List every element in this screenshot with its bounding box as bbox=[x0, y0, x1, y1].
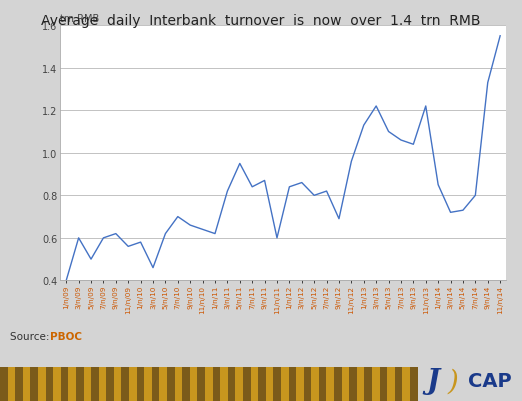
Bar bbox=[8, 367, 15, 401]
Bar bbox=[212, 367, 220, 401]
Bar bbox=[122, 367, 129, 401]
Bar bbox=[91, 367, 99, 401]
Bar bbox=[304, 367, 311, 401]
Bar bbox=[99, 367, 106, 401]
Bar bbox=[228, 367, 235, 401]
Bar bbox=[281, 367, 289, 401]
Bar bbox=[258, 367, 266, 401]
Bar bbox=[243, 367, 251, 401]
Bar bbox=[197, 367, 205, 401]
Bar bbox=[182, 367, 190, 401]
Text: Source:: Source: bbox=[10, 331, 53, 341]
Text: Average  daily  Interbank  turnover  is  now  over  1.4  trn  RMB: Average daily Interbank turnover is now … bbox=[41, 14, 481, 28]
Bar bbox=[387, 367, 395, 401]
Bar bbox=[326, 367, 334, 401]
Bar bbox=[251, 367, 258, 401]
Bar bbox=[30, 367, 38, 401]
Bar bbox=[357, 367, 364, 401]
Bar bbox=[334, 367, 342, 401]
Bar bbox=[129, 367, 137, 401]
Bar bbox=[175, 367, 182, 401]
Bar bbox=[152, 367, 159, 401]
Bar bbox=[144, 367, 152, 401]
Bar bbox=[61, 367, 68, 401]
Bar bbox=[190, 367, 197, 401]
Bar bbox=[235, 367, 243, 401]
Text: trn RMB: trn RMB bbox=[60, 14, 99, 24]
Bar bbox=[84, 367, 91, 401]
Bar bbox=[402, 367, 410, 401]
Bar bbox=[311, 367, 319, 401]
Bar bbox=[114, 367, 122, 401]
Bar bbox=[364, 367, 372, 401]
Bar bbox=[266, 367, 274, 401]
Bar bbox=[342, 367, 349, 401]
Bar bbox=[137, 367, 144, 401]
Bar bbox=[319, 367, 326, 401]
Bar bbox=[167, 367, 175, 401]
Bar bbox=[395, 367, 402, 401]
Bar bbox=[15, 367, 23, 401]
Bar bbox=[106, 367, 114, 401]
Bar bbox=[379, 367, 387, 401]
Text: PBOC: PBOC bbox=[50, 331, 81, 341]
Text: J: J bbox=[426, 367, 439, 395]
Bar bbox=[76, 367, 84, 401]
Bar bbox=[0, 367, 8, 401]
Bar bbox=[296, 367, 304, 401]
Bar bbox=[159, 367, 167, 401]
Bar bbox=[45, 367, 53, 401]
Bar bbox=[205, 367, 212, 401]
Bar bbox=[372, 367, 379, 401]
Bar bbox=[349, 367, 357, 401]
Text: ): ) bbox=[448, 367, 458, 395]
Bar bbox=[289, 367, 296, 401]
Bar bbox=[68, 367, 76, 401]
Bar bbox=[23, 367, 30, 401]
Bar bbox=[53, 367, 61, 401]
Text: CAP: CAP bbox=[468, 371, 512, 391]
Bar bbox=[220, 367, 228, 401]
Bar bbox=[410, 367, 418, 401]
Bar bbox=[38, 367, 45, 401]
Bar bbox=[274, 367, 281, 401]
